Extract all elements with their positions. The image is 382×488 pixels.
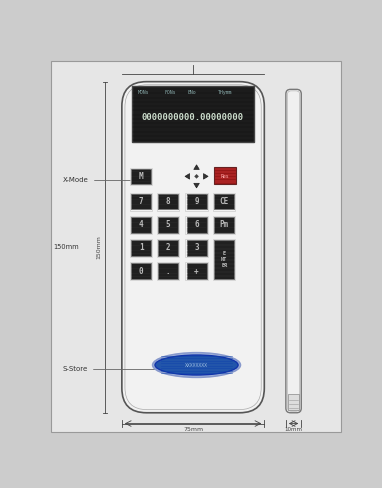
Text: 10mm: 10mm: [285, 427, 303, 432]
Text: 8: 8: [166, 197, 170, 206]
Bar: [130, 239, 152, 257]
Bar: [158, 240, 178, 256]
Bar: [185, 216, 208, 234]
Bar: [213, 216, 235, 234]
Polygon shape: [185, 174, 189, 179]
FancyBboxPatch shape: [122, 81, 264, 413]
Bar: [186, 264, 207, 279]
Text: 150mm: 150mm: [96, 235, 101, 259]
Bar: [157, 216, 179, 234]
Bar: [186, 217, 207, 233]
Bar: [131, 194, 151, 209]
Text: 3: 3: [194, 244, 199, 252]
Text: 75mm: 75mm: [183, 427, 203, 432]
Bar: [130, 167, 152, 185]
Text: 2: 2: [166, 244, 170, 252]
Text: +: +: [194, 266, 199, 276]
Bar: [131, 217, 151, 233]
Text: 0000000000.00000000: 0000000000.00000000: [142, 113, 244, 122]
Text: 0: 0: [139, 266, 143, 276]
Bar: [186, 240, 207, 256]
Bar: [185, 262, 208, 280]
Bar: [158, 194, 178, 209]
Bar: [288, 394, 299, 410]
Bar: [158, 264, 178, 279]
Text: 6: 6: [194, 221, 199, 229]
Text: 4: 4: [139, 221, 143, 229]
Text: Res: Res: [221, 174, 229, 179]
Bar: [213, 193, 235, 211]
Text: M: M: [139, 172, 143, 181]
Bar: [214, 194, 234, 209]
Text: 1: 1: [139, 244, 143, 252]
Text: XXXXXXXX: XXXXXXXX: [185, 363, 208, 367]
Text: CE: CE: [220, 197, 229, 206]
Text: THymm: THymm: [218, 90, 233, 95]
Bar: [214, 167, 236, 184]
Text: 7: 7: [139, 197, 143, 206]
Bar: [186, 194, 207, 209]
Bar: [157, 262, 179, 280]
Bar: [158, 217, 178, 233]
Polygon shape: [204, 174, 208, 179]
Bar: [185, 239, 208, 257]
Text: Pm: Pm: [220, 221, 229, 229]
Bar: [185, 193, 208, 211]
Ellipse shape: [155, 355, 238, 375]
Bar: [131, 169, 151, 184]
Text: MONs: MONs: [138, 90, 149, 95]
Bar: [157, 193, 179, 211]
Text: 5: 5: [166, 221, 170, 229]
Bar: [214, 240, 234, 279]
Text: 9: 9: [194, 197, 199, 206]
Bar: [131, 264, 151, 279]
Bar: [132, 86, 254, 142]
Bar: [130, 193, 152, 211]
Polygon shape: [194, 174, 199, 179]
Text: .: .: [166, 266, 170, 276]
Ellipse shape: [153, 353, 240, 377]
Polygon shape: [194, 165, 199, 169]
Bar: [130, 262, 152, 280]
Text: E
NT
ER: E NT ER: [221, 251, 227, 268]
FancyBboxPatch shape: [286, 89, 301, 413]
Text: FONs: FONs: [164, 90, 176, 95]
Bar: [130, 216, 152, 234]
Bar: [131, 240, 151, 256]
Text: X-Mode: X-Mode: [63, 177, 141, 183]
Bar: [157, 239, 179, 257]
Text: ENo: ENo: [187, 90, 196, 95]
Text: 150mm: 150mm: [53, 244, 78, 250]
Bar: [213, 239, 235, 280]
Bar: [214, 217, 234, 233]
Polygon shape: [194, 183, 199, 188]
Text: S-Store: S-Store: [63, 366, 166, 372]
